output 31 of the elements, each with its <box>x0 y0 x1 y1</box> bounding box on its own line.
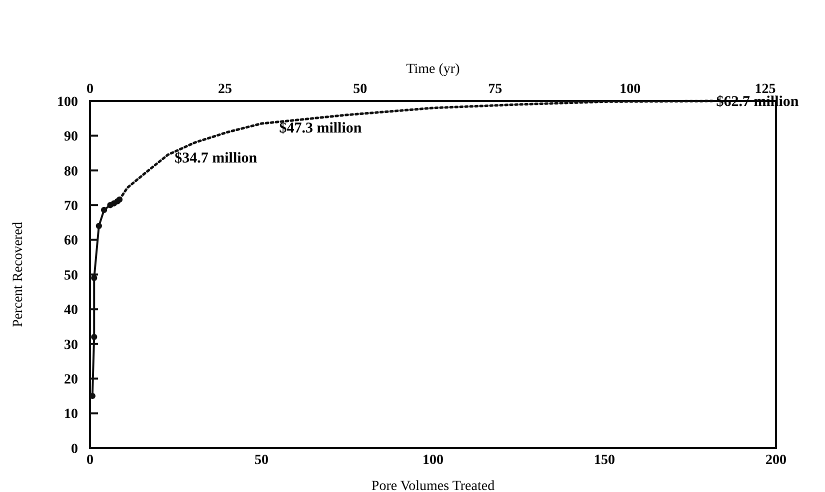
y-tick-label: 50 <box>64 268 78 284</box>
y-tick-label: 30 <box>64 338 78 353</box>
y-tick-label: 60 <box>64 234 78 249</box>
y-tick-label: 100 <box>57 94 78 110</box>
x-tick-label: 0 <box>86 453 94 468</box>
point <box>91 274 98 282</box>
y-tick-label: 90 <box>64 130 78 145</box>
annotation: $47.3 million <box>279 120 362 136</box>
x-axis-title: Pore Volumes Treated <box>371 479 495 492</box>
x2-axis-title: Time (yr) <box>406 62 460 77</box>
point <box>96 222 102 230</box>
x2-tick-label: 50 <box>353 82 368 97</box>
point <box>100 206 108 214</box>
x-tick-label: 100 <box>422 453 444 468</box>
x2-tick-label: 25 <box>218 82 232 97</box>
y-tick-label: 70 <box>64 199 78 214</box>
x2-tick-label: 0 <box>86 82 94 97</box>
point <box>91 334 98 340</box>
y-axis-title: Percent Recovered <box>11 222 26 328</box>
x-tick-label: 200 <box>766 453 786 468</box>
y-tick-label: 40 <box>64 303 78 318</box>
x-tick-label: 150 <box>594 453 615 468</box>
y-tick-label: 0 <box>71 442 78 457</box>
x-tick-label: 50 <box>254 453 268 468</box>
y-tick-label: 10 <box>64 407 78 422</box>
x2-tick-label: 125 <box>754 82 776 97</box>
x2-tick-label: 75 <box>488 82 502 97</box>
y-tick-label: 80 <box>64 164 78 180</box>
annotation: $34.7 million <box>174 150 258 167</box>
x2-tick-label: 100 <box>620 82 641 97</box>
y-tick-label: 20 <box>64 372 78 388</box>
